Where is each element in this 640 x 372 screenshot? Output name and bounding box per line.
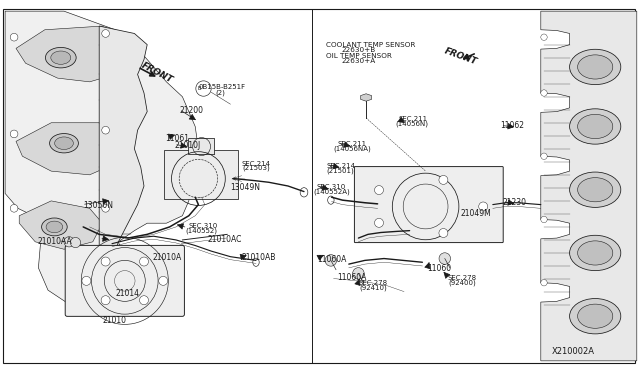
Text: (140552): (140552) — [186, 228, 218, 234]
Text: SEC.214: SEC.214 — [242, 161, 271, 167]
Text: SEC.278: SEC.278 — [448, 275, 477, 280]
Text: 22630+B: 22630+B — [341, 47, 376, 53]
Text: 11061: 11061 — [165, 134, 189, 143]
Text: 21230: 21230 — [502, 198, 526, 207]
Text: FRONT: FRONT — [444, 46, 479, 67]
Circle shape — [10, 33, 18, 41]
Circle shape — [541, 34, 547, 41]
Text: 21010J: 21010J — [174, 141, 200, 150]
Circle shape — [102, 30, 109, 37]
Text: 22630+A: 22630+A — [341, 58, 376, 64]
Text: (92410): (92410) — [360, 284, 387, 291]
Circle shape — [196, 81, 211, 96]
Text: B: B — [198, 86, 202, 91]
Circle shape — [159, 276, 168, 285]
Text: 21049M: 21049M — [461, 209, 492, 218]
Ellipse shape — [578, 178, 613, 202]
Circle shape — [439, 176, 448, 185]
Text: COOLANT TEMP SENSOR: COOLANT TEMP SENSOR — [326, 42, 416, 48]
Text: 13050N: 13050N — [83, 201, 113, 210]
Text: X210002A: X210002A — [552, 347, 595, 356]
Circle shape — [140, 257, 148, 266]
Ellipse shape — [570, 49, 621, 85]
Ellipse shape — [54, 137, 74, 150]
FancyBboxPatch shape — [164, 150, 238, 199]
Polygon shape — [19, 201, 102, 249]
Text: SEC.211: SEC.211 — [398, 116, 428, 122]
Ellipse shape — [578, 115, 613, 139]
Text: (21503): (21503) — [242, 165, 269, 171]
FancyBboxPatch shape — [189, 138, 214, 155]
Ellipse shape — [51, 51, 71, 64]
Circle shape — [541, 153, 547, 160]
Text: 21010A: 21010A — [152, 253, 182, 262]
Ellipse shape — [578, 55, 613, 79]
Polygon shape — [16, 26, 128, 82]
Ellipse shape — [42, 218, 67, 236]
Text: (14056N): (14056N) — [396, 121, 429, 127]
Ellipse shape — [570, 235, 621, 271]
Text: SEC.278: SEC.278 — [358, 280, 388, 286]
Circle shape — [374, 218, 383, 227]
Text: (92400): (92400) — [448, 279, 476, 286]
Text: (140552A): (140552A) — [313, 189, 349, 195]
Text: 11060: 11060 — [428, 264, 452, 273]
Ellipse shape — [578, 304, 613, 328]
Polygon shape — [99, 26, 147, 290]
Text: (14056NA): (14056NA) — [333, 145, 371, 152]
Circle shape — [541, 90, 547, 96]
Text: SEC.310: SEC.310 — [189, 223, 218, 229]
Circle shape — [439, 228, 448, 237]
Circle shape — [102, 126, 109, 134]
Circle shape — [374, 186, 383, 195]
Polygon shape — [5, 11, 198, 309]
Circle shape — [10, 130, 18, 138]
Circle shape — [439, 253, 451, 264]
Polygon shape — [16, 123, 118, 175]
Text: 11062: 11062 — [500, 121, 525, 130]
Text: 21010AC: 21010AC — [208, 235, 243, 244]
FancyBboxPatch shape — [65, 246, 184, 316]
Text: FRONT: FRONT — [140, 61, 174, 84]
Text: 11060A: 11060A — [337, 273, 367, 282]
Circle shape — [101, 257, 110, 266]
Text: SEC.310: SEC.310 — [316, 184, 346, 190]
Ellipse shape — [45, 48, 76, 68]
Text: 21010AA: 21010AA — [37, 237, 72, 246]
Text: 21010: 21010 — [102, 316, 127, 325]
Text: (21501): (21501) — [326, 167, 354, 174]
Text: 13049N: 13049N — [230, 183, 260, 192]
Ellipse shape — [570, 109, 621, 144]
Text: SEC.214: SEC.214 — [326, 163, 355, 169]
Text: 11060A: 11060A — [317, 255, 346, 264]
FancyBboxPatch shape — [355, 167, 503, 243]
Ellipse shape — [570, 172, 621, 208]
Text: 21010AB: 21010AB — [242, 253, 276, 262]
Ellipse shape — [46, 221, 63, 233]
Text: 21200: 21200 — [179, 106, 204, 115]
Circle shape — [479, 202, 488, 211]
Polygon shape — [541, 11, 637, 361]
Circle shape — [102, 205, 109, 212]
Text: 21014: 21014 — [115, 289, 140, 298]
Circle shape — [10, 205, 18, 212]
Circle shape — [82, 276, 91, 285]
Text: 0B15B-B251F: 0B15B-B251F — [198, 84, 246, 90]
Polygon shape — [360, 94, 372, 101]
Circle shape — [64, 237, 74, 247]
Ellipse shape — [578, 241, 613, 265]
Circle shape — [541, 216, 547, 223]
Circle shape — [101, 296, 110, 305]
Circle shape — [140, 296, 148, 305]
Ellipse shape — [570, 298, 621, 334]
Circle shape — [541, 279, 547, 286]
Text: OIL TEMP SENSOR: OIL TEMP SENSOR — [326, 53, 392, 59]
Text: (2): (2) — [216, 90, 225, 96]
Circle shape — [70, 237, 81, 248]
Ellipse shape — [50, 134, 79, 153]
Circle shape — [353, 268, 364, 279]
Circle shape — [325, 255, 337, 266]
Text: SEC.211: SEC.211 — [337, 141, 367, 147]
